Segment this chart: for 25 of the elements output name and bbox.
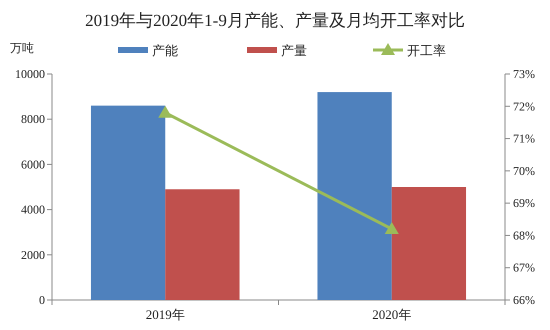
bar (165, 189, 240, 300)
y-tick-label: 2000 (21, 248, 45, 262)
x-tick-label: 2019年 (146, 307, 185, 322)
y2-tick-label: 68% (513, 228, 535, 242)
y-axis-title: 万吨 (10, 41, 34, 55)
y-tick-label: 6000 (21, 157, 45, 172)
chart-title: 2019年与2020年1-9月产能、产量及月均开工率对比 (85, 11, 465, 30)
y2-tick-label: 73% (513, 67, 535, 81)
y2-tick-label: 70% (513, 164, 535, 178)
y2-tick-label: 69% (513, 196, 535, 210)
legend-label: 产能 (152, 43, 178, 58)
bar (317, 92, 392, 300)
y-tick-label: 8000 (21, 112, 45, 126)
bar (90, 106, 166, 300)
y2-tick-label: 71% (513, 132, 535, 146)
y-tick-label: 10000 (15, 67, 45, 81)
y-tick-label: 0 (39, 293, 45, 307)
y2-tick-label: 67% (513, 260, 535, 275)
y2-tick-label: 72% (513, 99, 535, 114)
bar (392, 187, 466, 300)
legend-label: 开工率 (407, 43, 446, 58)
y-tick-label: 4000 (21, 202, 45, 217)
y2-tick-label: 66% (513, 293, 535, 307)
legend-label: 产量 (281, 43, 307, 58)
x-tick-label: 2020年 (372, 307, 412, 322)
